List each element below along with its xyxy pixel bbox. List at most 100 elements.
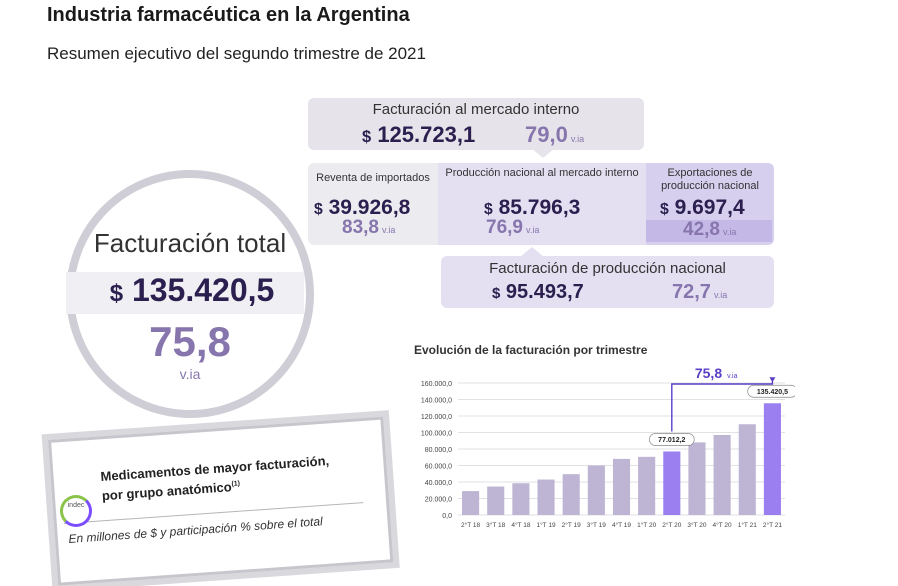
total-amount-band (66, 272, 304, 314)
x-tick-label: 2°T 21 (763, 521, 782, 529)
bar (537, 479, 555, 515)
chart-title: Evolución de la facturación por trimestr… (414, 343, 648, 357)
data-label: 77.012,2 (658, 437, 685, 444)
x-tick-label: 2°T 20 (662, 521, 681, 529)
bar (763, 403, 781, 515)
total-variation: 75,8 (149, 318, 231, 365)
y-tick-label: 120.000,0 (421, 414, 452, 421)
reventa-box (308, 163, 438, 245)
page-subtitle: Resumen ejecutivo del segundo trimestre … (47, 44, 426, 63)
x-tick-label: 3°T 20 (687, 521, 706, 529)
total-amount: $ 135.420,5 (72, 272, 312, 309)
mercado-interno-amount-value: 125.723,1 (377, 122, 476, 147)
bar (462, 491, 480, 515)
exportaciones-amount-value: 9.697,4 (674, 196, 745, 219)
reventa-amount: $ 39.926,8 (314, 196, 410, 220)
x-tick-label: 1°T 20 (637, 521, 656, 529)
y-tick-label: 100.000,0 (421, 431, 452, 438)
produccion-interno-variation-value: 76,9 (486, 217, 523, 238)
mercado-interno-box (308, 98, 644, 150)
quarterly-billing-chart: 0,0 20.000,0 40.000,0 60.000,0 80.000,0 100.0… (421, 365, 795, 529)
produccion-nacional-amount: $ 95.493,7 (492, 281, 584, 304)
produccion-interno-label: Producción nacional al mercado interno (445, 167, 639, 179)
x-tick-label: 1°T 19 (536, 521, 555, 529)
produccion-nacional-variation: 72,7 v.ia (672, 281, 727, 304)
x-tick-label: 3°T 18 (486, 521, 505, 529)
produccion-nacional-box (441, 256, 774, 308)
x-tick-label: 2°T 18 (461, 521, 480, 529)
reventa-variation: 83,8 v.ia (342, 217, 395, 239)
produccion-interno-amount: $ 85.796,3 (484, 196, 580, 220)
produccion-interno-variation: 76,9 v.ia (486, 217, 539, 239)
mercado-interno-amount: $ 125.723,1 (362, 122, 475, 148)
exportaciones-label: Exportaciones de producción nacional (661, 167, 759, 192)
variation-arrow-head (769, 377, 776, 383)
variation-unit: v.ia (727, 373, 737, 380)
bar (638, 456, 656, 515)
mercado-interno-label: Facturación al mercado interno (372, 101, 580, 118)
indec-logo-icon (60, 495, 92, 527)
bar (512, 483, 530, 515)
bar (562, 474, 580, 515)
reventa-amount-value: 39.926,8 (328, 196, 411, 219)
indec-logo-text: indec (67, 502, 85, 509)
produccion-interno-variation-unit: v.ia (525, 225, 540, 235)
data-label: 135.420,5 (757, 389, 788, 396)
variation-arrow-line (671, 381, 774, 432)
x-tick-label: 3°T 19 (587, 521, 606, 529)
produccion-interno-box (438, 163, 646, 245)
data-label-bubble (747, 384, 795, 398)
mercado-interno-pointer (531, 148, 555, 158)
card-title-footnote: (1) (231, 480, 241, 488)
y-tick-label: 40.000,0 (425, 480, 452, 487)
x-tick-label: 1°T 21 (738, 521, 757, 529)
produccion-nacional-pointer (520, 247, 544, 257)
total-variation-unit: v.ia (179, 366, 201, 382)
bar (612, 458, 631, 515)
exportaciones-currency: $ (660, 201, 669, 218)
exportaciones-amount: $ 9.697,4 (660, 196, 745, 220)
exportaciones-variation: 42,8 v.ia (683, 219, 736, 241)
mercado-interno-variation-value: 79,0 (525, 122, 568, 147)
variation-value: 75,8 (695, 365, 722, 381)
x-tick-label: 4°T 20 (713, 521, 732, 529)
exportaciones-variation-band (646, 220, 772, 242)
mercado-interno-variation-unit: v.ia (570, 134, 585, 144)
x-tick-label: 4°T 19 (612, 521, 631, 529)
produccion-nacional-variation-unit: v.ia (713, 290, 728, 300)
produccion-nacional-amount-value: 95.493,7 (505, 281, 584, 303)
bar (587, 465, 605, 515)
bar (487, 486, 505, 515)
y-tick-label: 60.000,0 (425, 464, 452, 471)
produccion-interno-currency: $ (484, 201, 493, 218)
produccion-nacional-label: Facturación de producción nacional (489, 260, 726, 277)
reventa-variation-unit: v.ia (381, 225, 396, 235)
y-tick-label: 80.000,0 (425, 447, 452, 454)
x-tick-label: 2°T 19 (562, 521, 581, 529)
reventa-variation-value: 83,8 (342, 217, 379, 238)
top-medicines-card (48, 416, 394, 586)
x-tick-label: 4°T 18 (511, 521, 530, 529)
produccion-nacional-variation-value: 72,7 (672, 281, 711, 303)
page-title: Industria farmacéutica en la Argentina (47, 4, 410, 26)
bar (713, 434, 731, 515)
total-amount-value: 135.420,5 (131, 272, 275, 308)
y-tick-label: 160.000,0 (421, 381, 452, 388)
y-tick-label: 140.000,0 (421, 398, 452, 405)
exportaciones-variation-unit: v.ia (722, 227, 737, 237)
reventa-currency: $ (314, 201, 323, 218)
total-label: Facturación total (93, 228, 287, 258)
y-tick-label: 0,0 (442, 513, 452, 520)
total-currency: $ (109, 280, 124, 307)
bar (738, 424, 756, 515)
produccion-nacional-currency: $ (492, 285, 501, 302)
y-tick-label: 20.000,0 (425, 497, 452, 504)
reventa-label: Reventa de importados (316, 172, 430, 184)
bar (663, 451, 681, 515)
bar (688, 442, 706, 515)
produccion-interno-amount-value: 85.796,3 (498, 196, 581, 219)
mercado-interno-variation: 79,0 v.ia (525, 122, 584, 148)
mercado-interno-currency: $ (362, 128, 372, 146)
data-label-bubble (649, 433, 695, 446)
exportaciones-variation-value: 42,8 (683, 219, 720, 240)
